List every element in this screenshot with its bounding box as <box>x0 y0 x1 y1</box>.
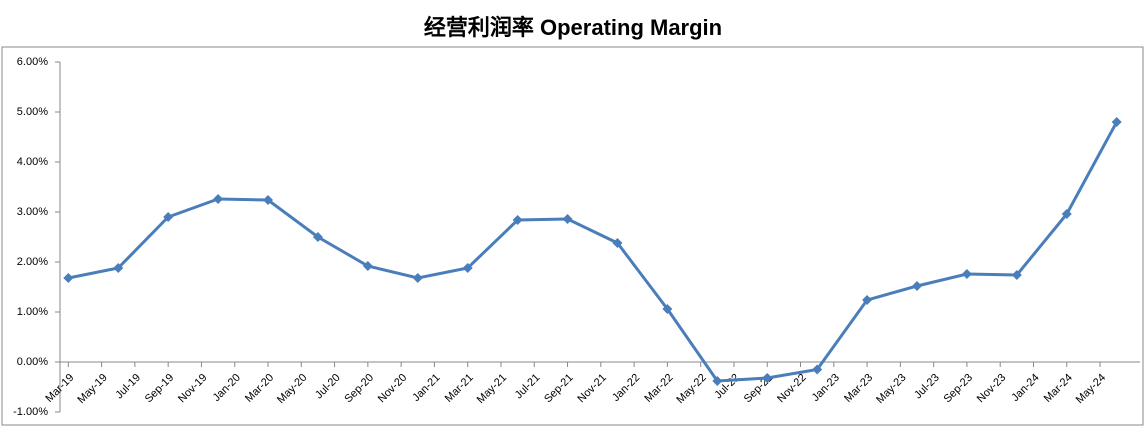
marker <box>63 273 74 283</box>
marker <box>163 212 174 222</box>
x-tick-label: May-23 <box>874 372 908 406</box>
y-tick-label: 4.00% <box>17 156 48 168</box>
x-tick-label: May-24 <box>1074 372 1108 406</box>
marker <box>1111 117 1122 127</box>
marker <box>263 195 274 205</box>
x-tick-label: Sep-21 <box>542 372 576 406</box>
marker <box>362 261 373 271</box>
x-tick-label: Jan-24 <box>1009 372 1041 404</box>
x-tick-label: Mar-24 <box>1042 372 1075 405</box>
x-tick-label: Jul-20 <box>313 372 343 402</box>
marker <box>812 364 823 375</box>
y-tick-label: 6.00% <box>17 56 48 68</box>
x-tick-label: Nov-20 <box>376 372 410 406</box>
marker <box>213 194 224 204</box>
x-tick-label: May-21 <box>475 372 509 406</box>
marker <box>961 269 972 279</box>
x-tick-label: Sep-20 <box>342 372 376 406</box>
marker <box>712 376 723 386</box>
x-tick-label: Nov-21 <box>575 372 609 406</box>
x-tick-label: Mar-20 <box>243 372 276 405</box>
marker <box>512 215 523 225</box>
marker <box>612 238 623 248</box>
x-tick-label: Jan-20 <box>211 372 243 404</box>
x-tick-label: Sep-23 <box>942 372 976 406</box>
marker <box>562 214 573 224</box>
x-tick-label: Jan-21 <box>410 372 442 404</box>
x-tick-label: Mar-23 <box>842 372 875 405</box>
x-tick-label: Jan-22 <box>610 372 642 404</box>
marker <box>862 295 873 305</box>
x-tick-label: Sep-19 <box>143 372 177 406</box>
marker <box>762 373 773 383</box>
marker <box>1061 209 1072 219</box>
x-tick-label: May-20 <box>275 372 309 406</box>
y-tick-label: 2.00% <box>17 256 48 268</box>
x-tick-label: Nov-19 <box>176 372 210 406</box>
x-tick-label: May-22 <box>674 372 708 406</box>
marker <box>113 263 124 273</box>
x-tick-label: Nov-23 <box>975 372 1009 406</box>
x-tick-label: Jan-23 <box>810 372 842 404</box>
x-tick-label: Mar-21 <box>443 372 476 405</box>
y-tick-label: 1.00% <box>17 306 48 318</box>
x-tick-label: Jul-23 <box>912 372 942 402</box>
marker <box>911 281 922 291</box>
marker <box>1011 270 1022 280</box>
marker <box>462 263 473 273</box>
y-tick-label: 5.00% <box>17 106 48 118</box>
x-tick-label: Mar-22 <box>642 372 675 405</box>
x-tick-label: Jul-21 <box>513 372 543 402</box>
chart-frame <box>1 46 1144 426</box>
x-tick-label: May-19 <box>75 372 109 406</box>
marker <box>312 232 323 242</box>
y-tick-label: 0.00% <box>17 356 48 368</box>
marker <box>412 273 423 283</box>
y-tick-label: 3.00% <box>17 206 48 218</box>
line <box>68 121 1118 383</box>
x-tick-label: Jul-19 <box>113 372 143 402</box>
x-tick-label: Jul-22 <box>712 372 742 402</box>
y-tick-label: -1.00% <box>13 406 48 418</box>
chart-title: 经营利润率 Operating Margin <box>424 15 722 40</box>
marker <box>662 304 673 314</box>
